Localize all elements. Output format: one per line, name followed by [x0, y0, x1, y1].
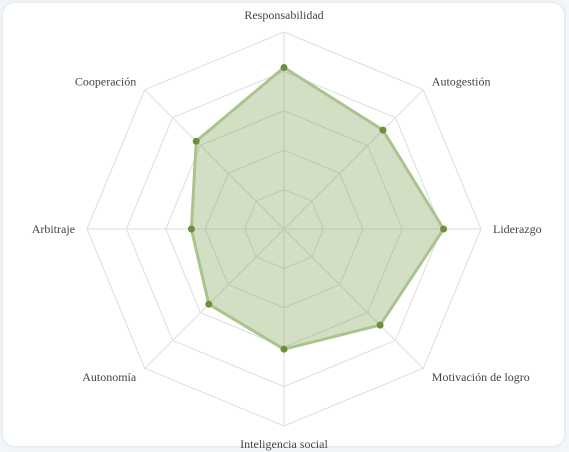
data-point: [187, 225, 195, 233]
axis-label: Cooperación: [75, 74, 136, 88]
axis-label: Autogestión: [432, 74, 491, 88]
axis-spoke: [283, 89, 424, 230]
axis-label: Arbitraje: [32, 222, 75, 236]
data-point: [280, 64, 288, 71]
data-point: [280, 345, 288, 353]
data-point: [192, 137, 200, 145]
series-area: [189, 66, 446, 351]
data-point: [440, 225, 448, 233]
axis-label: Autonomía: [82, 370, 137, 384]
axis-spoke: [144, 228, 285, 369]
radar-series: [187, 64, 448, 353]
data-point: [379, 126, 387, 134]
axis-spoke: [144, 89, 285, 230]
data-point: [205, 300, 213, 308]
axis-label: Motivación de logro: [432, 370, 530, 384]
axis-label: Responsabilidad: [244, 8, 323, 22]
axis-label: Inteligencia social: [240, 437, 328, 451]
axis-spoke: [283, 228, 424, 369]
axis-label: Liderazgo: [493, 222, 542, 236]
radar-spokes: [87, 32, 481, 426]
data-point: [376, 321, 384, 329]
radar-axis-labels: Responsabilidad Autogestión Liderazgo Motiv…: [32, 8, 542, 451]
